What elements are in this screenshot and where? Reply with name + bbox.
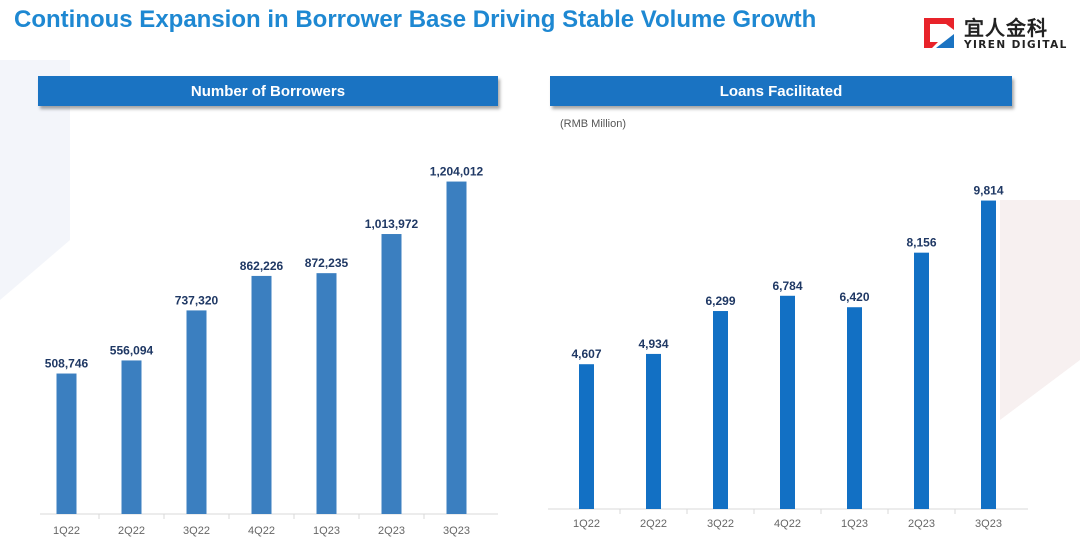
borrowers-value-label-2q22: 556,094 <box>110 343 154 357</box>
borrowers-category-label-1q22: 1Q22 <box>53 525 80 537</box>
borrowers-category-label-2q23: 2Q23 <box>378 525 405 537</box>
borrowers-bar-3q23 <box>446 181 467 514</box>
loans-category-label-2q22: 2Q22 <box>640 518 667 530</box>
borrowers-bar-1q23 <box>316 273 337 514</box>
borrowers-bar-3q22 <box>186 310 207 514</box>
loans-value-label-3q23: 9,814 <box>973 184 1003 198</box>
loans-bar-4q22 <box>780 295 795 509</box>
loans-value-label-2q22: 4,934 <box>638 337 668 351</box>
logo-mark-icon <box>924 18 954 48</box>
loans-category-label-1q22: 1Q22 <box>573 518 600 530</box>
loans-bar-3q22 <box>713 311 728 509</box>
loans-category-label-2q23: 2Q23 <box>908 518 935 530</box>
loans-value-label-2q23: 8,156 <box>906 236 936 250</box>
borrowers-value-label-4q22: 862,226 <box>240 259 284 273</box>
borrowers-value-label-1q23: 872,235 <box>305 256 349 270</box>
loans-bar-1q23 <box>847 307 862 509</box>
borrowers-chart-header: Number of Borrowers <box>38 76 498 106</box>
company-logo: 宜人金科 YIREN DIGITAL <box>922 12 1072 54</box>
loans-bar-2q22 <box>646 353 661 509</box>
borrowers-category-label-4q22: 4Q22 <box>248 525 275 537</box>
page-title: Continous Expansion in Borrower Base Dri… <box>14 6 817 33</box>
borrowers-value-label-3q22: 737,320 <box>175 293 219 307</box>
borrowers-category-label-3q23: 3Q23 <box>443 525 470 537</box>
borrowers-bar-4q22 <box>251 275 272 514</box>
borrowers-category-label-3q22: 3Q22 <box>183 525 210 537</box>
loans-bar-3q23 <box>981 200 996 509</box>
loans-bar-2q23 <box>914 252 929 509</box>
logo-name-en: YIREN DIGITAL <box>964 39 1068 51</box>
loans-category-label-4q22: 4Q22 <box>774 518 801 530</box>
loans-category-label-3q23: 3Q23 <box>975 518 1002 530</box>
loans-value-label-4q22: 6,784 <box>772 279 802 293</box>
borrowers-value-label-3q23: 1,204,012 <box>430 165 484 179</box>
loans-value-label-3q22: 6,299 <box>705 294 735 308</box>
borrowers-bar-2q22 <box>121 360 142 514</box>
borrowers-value-label-2q23: 1,013,972 <box>365 217 419 231</box>
borrowers-category-label-1q23: 1Q23 <box>313 525 340 537</box>
borrowers-bar-1q22 <box>56 373 77 514</box>
borrowers-category-label-2q22: 2Q22 <box>118 525 145 537</box>
loans-value-label-1q23: 6,420 <box>839 290 869 304</box>
loans-value-label-1q22: 4,607 <box>571 347 601 361</box>
borrowers-bar-2q23 <box>381 234 402 515</box>
loans-bar-1q22 <box>579 364 594 509</box>
loans-chart-header: Loans Facilitated <box>550 76 1012 106</box>
borrowers-value-label-1q22: 508,746 <box>45 357 89 371</box>
logo-name-cn: 宜人金科 <box>964 16 1048 40</box>
loans-unit-label: (RMB Million) <box>560 118 626 130</box>
loans-category-label-3q22: 3Q22 <box>707 518 734 530</box>
loans-category-label-1q23: 1Q23 <box>841 518 868 530</box>
